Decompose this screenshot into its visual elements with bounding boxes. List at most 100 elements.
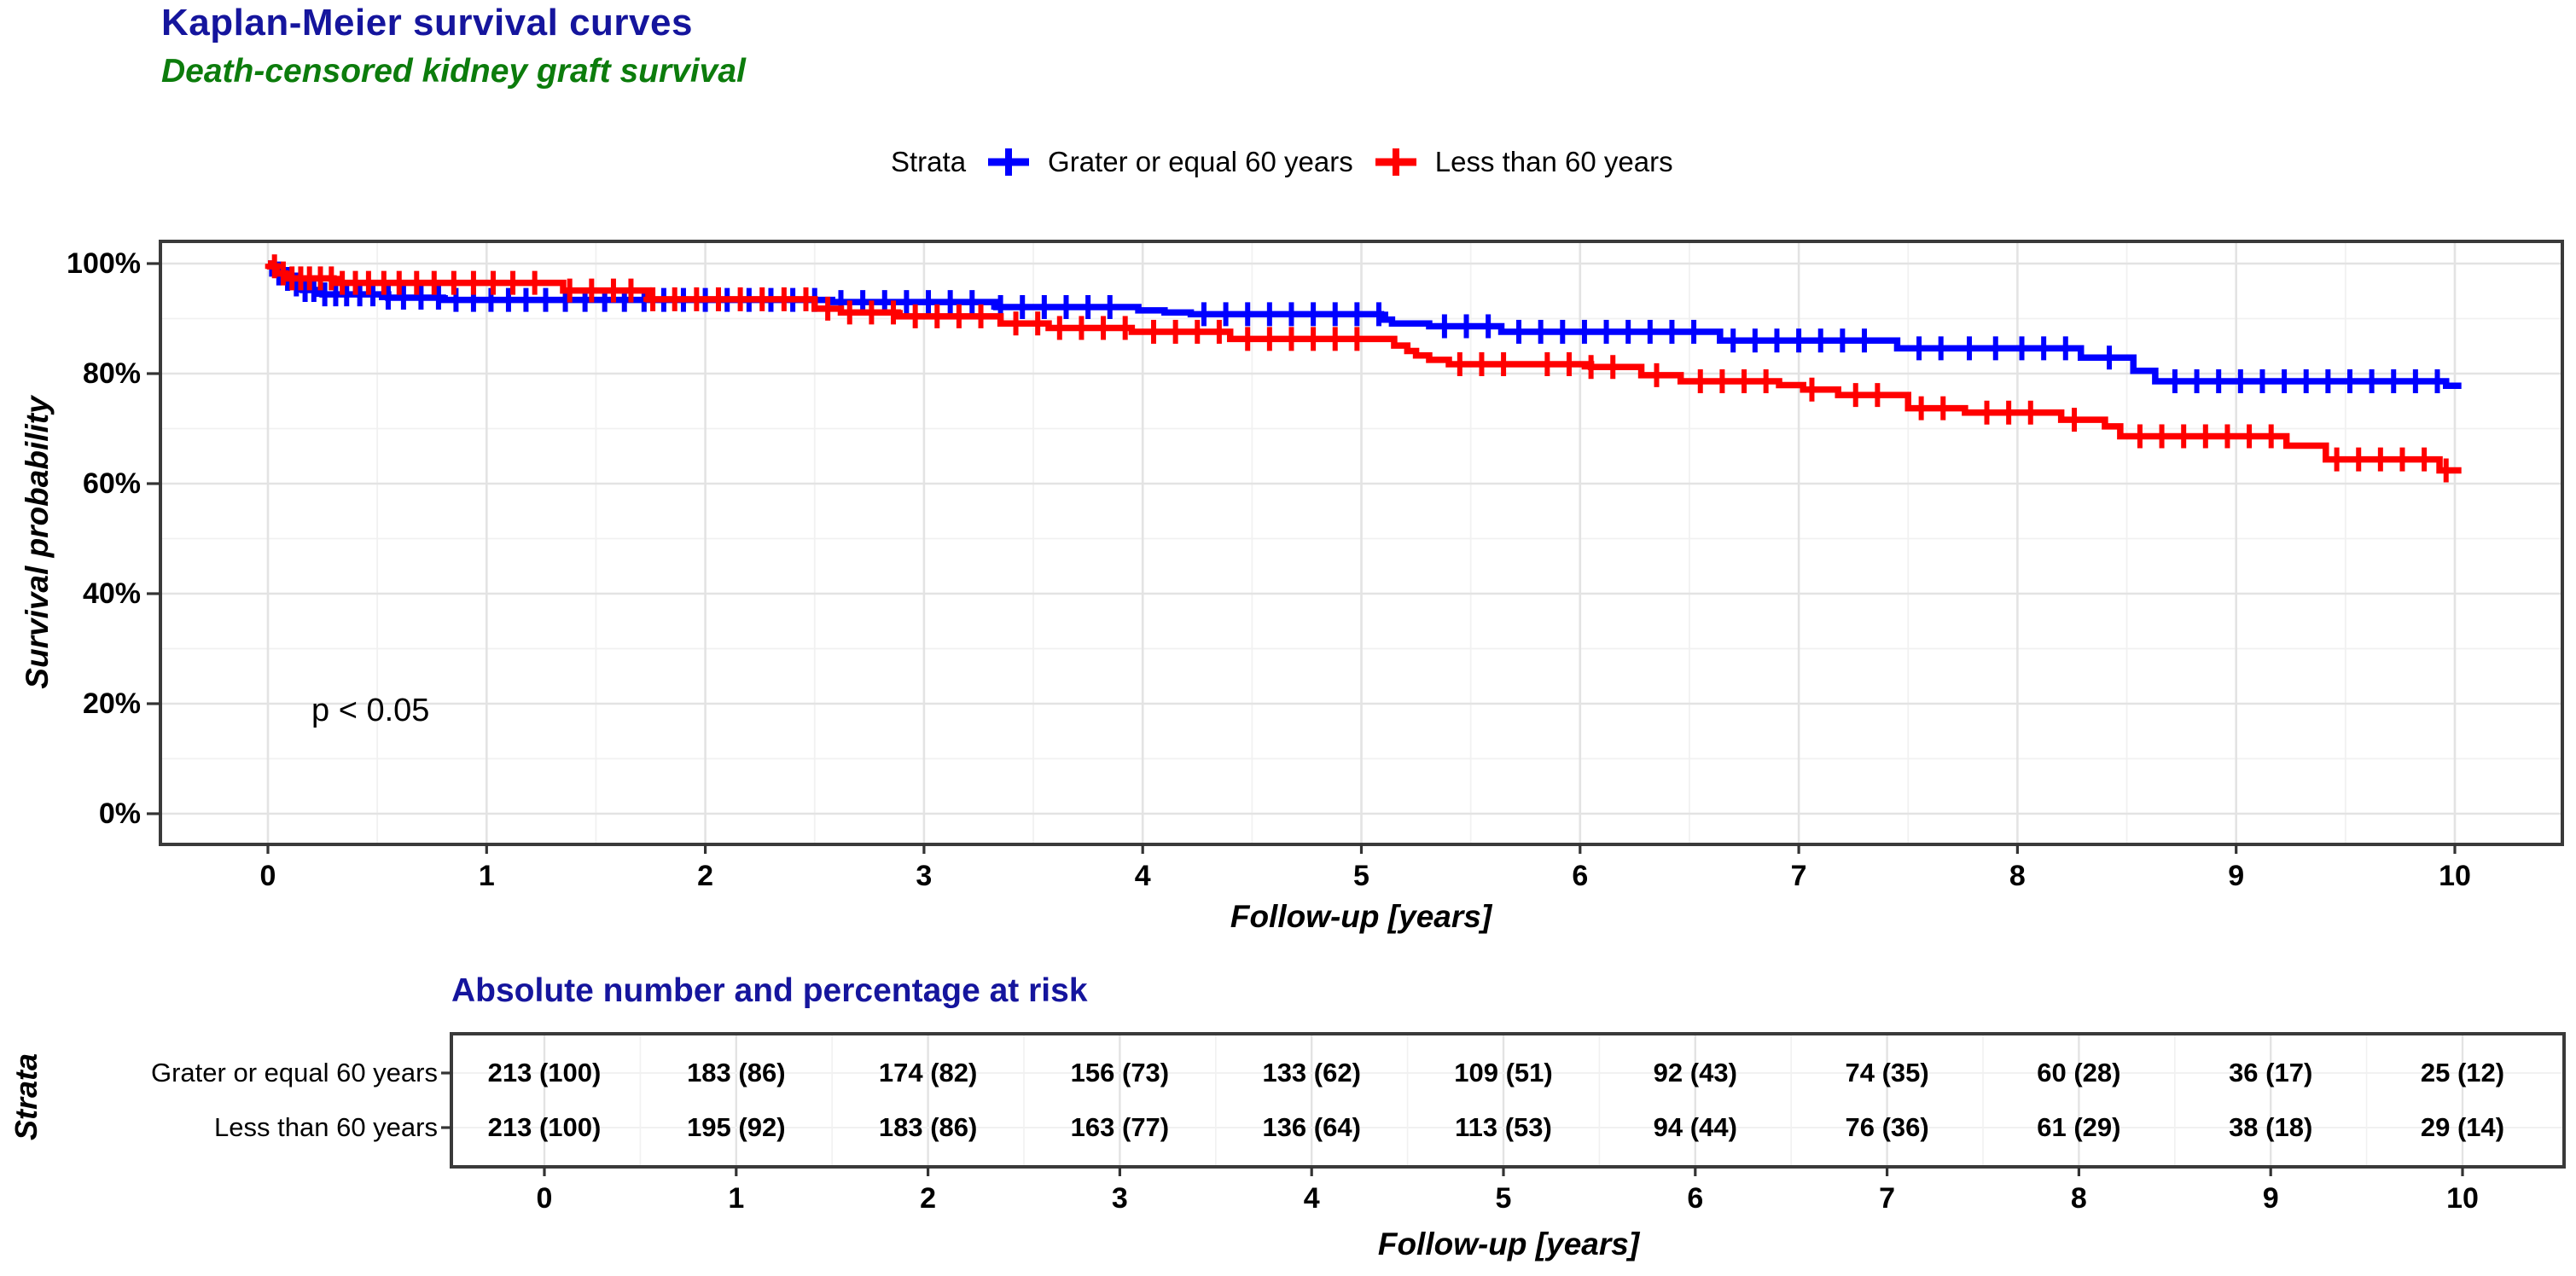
censor-plus-icon xyxy=(424,270,444,295)
x-tick-label-1: 1 xyxy=(478,860,495,892)
risk-row-label-lt60: Less than 60 years xyxy=(214,1112,438,1142)
censor-plus-icon xyxy=(1325,327,1345,351)
risk-x-tick-label-0: 0 xyxy=(536,1182,553,1215)
censor-plus-icon xyxy=(1238,302,1258,327)
censor-plus-icon xyxy=(2034,336,2054,361)
risk-x-tick-label-3: 3 xyxy=(1111,1182,1128,1215)
censor-plus-icon xyxy=(2275,369,2294,394)
censor-plus-icon xyxy=(2436,458,2456,483)
censor-plus-icon xyxy=(1509,319,1529,344)
risk-value-r0-t9: 36 (17) xyxy=(2229,1058,2313,1088)
censor-plus-icon xyxy=(2327,447,2346,472)
censor-plus-icon xyxy=(560,278,579,303)
censor-plus-icon xyxy=(962,290,982,315)
censor-plus-icon xyxy=(1767,328,1787,353)
censor-plus-icon xyxy=(428,285,448,310)
censor-plus-icon xyxy=(1833,328,1852,353)
risk-table-strata-label: Strata xyxy=(9,1053,44,1141)
censor-plus-icon xyxy=(1999,400,2019,425)
y-tick-label-80: 80% xyxy=(82,357,141,390)
x-tick-label-5: 5 xyxy=(1353,860,1369,892)
censor-plus-icon xyxy=(1472,352,1492,377)
censor-plus-icon xyxy=(1596,319,1616,344)
censor-plus-icon xyxy=(1034,294,1054,319)
censor-plus-icon xyxy=(2021,400,2040,425)
legend-title: Strata xyxy=(891,146,967,177)
censor-plus-icon xyxy=(1347,302,1367,327)
censor-plus-icon xyxy=(603,278,623,303)
censor-plus-icon xyxy=(2209,369,2229,394)
x-tick-label-4: 4 xyxy=(1134,860,1151,892)
censor-plus-icon xyxy=(2370,447,2390,472)
censor-plus-icon xyxy=(1724,328,1743,353)
censor-plus-icon xyxy=(2230,369,2250,394)
censor-plus-icon xyxy=(1194,302,1213,327)
censor-plus-icon xyxy=(2349,447,2369,472)
censor-plus-icon xyxy=(1531,319,1550,344)
risk-value-r1-t10: 29 (14) xyxy=(2420,1112,2505,1142)
censor-plus-icon xyxy=(1115,316,1135,340)
risk-value-r0-t4: 133 (62) xyxy=(1262,1058,1361,1088)
censor-plus-icon xyxy=(2187,369,2207,394)
x-tick-label-3: 3 xyxy=(916,860,933,892)
y-tick-label-20: 20% xyxy=(82,687,141,720)
censor-plus-icon xyxy=(1494,352,1514,377)
censor-plus-icon xyxy=(708,287,728,311)
risk-value-r1-t1: 195 (92) xyxy=(687,1112,786,1142)
censor-plus-icon xyxy=(1188,319,1207,344)
risk-x-tick-label-6: 6 xyxy=(1687,1182,1704,1215)
censor-plus-icon xyxy=(389,270,409,295)
x-tick-label-7: 7 xyxy=(1790,860,1807,892)
risk-value-r1-t2: 183 (86) xyxy=(878,1112,978,1142)
page-subtitle: Death-censored kidney graft survival xyxy=(161,53,746,90)
risk-value-r1-t7: 76 (36) xyxy=(1845,1112,1929,1142)
censor-plus-icon xyxy=(1559,352,1579,377)
legend-item-ge60: Grater or equal 60 years xyxy=(986,143,1353,181)
censor-plus-icon xyxy=(2405,369,2425,394)
page-title: Kaplan-Meier survival curves xyxy=(161,2,693,44)
censor-plus-icon xyxy=(2056,336,2075,361)
censor-plus-icon xyxy=(2318,369,2338,394)
censor-plus-icon xyxy=(2428,369,2447,394)
censor-plus-icon xyxy=(2195,424,2215,449)
risk-panel-border xyxy=(450,1032,2566,1169)
censor-plus-icon xyxy=(1094,316,1114,340)
censor-plus-icon xyxy=(407,270,427,295)
censor-plus-icon xyxy=(1072,316,1091,340)
censor-plus-icon xyxy=(2130,424,2149,449)
censor-plus-icon xyxy=(1933,396,1953,420)
legend-item-label: Less than 60 years xyxy=(1434,146,1673,177)
censor-plus-icon xyxy=(1369,302,1388,327)
survival-curve-ge60 xyxy=(268,260,2462,389)
censor-plus-icon xyxy=(1581,355,1601,380)
censor-plus-icon xyxy=(1735,369,1754,394)
censor-plus-icon xyxy=(665,287,684,311)
censor-plus-icon xyxy=(1986,336,2005,361)
censor-plus-icon xyxy=(1538,352,1557,377)
censor-plus-icon xyxy=(1006,311,1026,336)
censor-plus-icon xyxy=(322,266,341,291)
legend: Strata Grater or equal 60 years Less tha… xyxy=(891,143,1673,181)
censor-plus-icon xyxy=(919,290,939,315)
censor-plus-icon xyxy=(2261,424,2281,449)
censor-plus-icon xyxy=(1712,369,1732,394)
censor-plus-icon xyxy=(1450,352,1469,377)
censor-plus-icon xyxy=(1854,328,1874,353)
censor-plus-icon xyxy=(1619,319,1638,344)
censor-plus-icon xyxy=(643,287,663,311)
risk-value-r1-t8: 61 (29) xyxy=(2037,1112,2121,1142)
censor-plus-icon xyxy=(905,304,925,328)
censor-plus-icon xyxy=(1811,328,1830,353)
plus-marker-blue xyxy=(988,148,1030,176)
censor-plus-icon xyxy=(411,285,431,310)
legend-item-label: Grater or equal 60 years xyxy=(1048,146,1353,177)
censor-plus-icon xyxy=(1347,327,1367,351)
censor-plus-icon xyxy=(1960,336,1980,361)
censor-plus-icon xyxy=(1802,377,1822,402)
censor-plus-icon xyxy=(1574,319,1594,344)
km-step-line xyxy=(268,260,2462,389)
censor-marks-lt60 xyxy=(265,254,2456,483)
censor-plus-icon xyxy=(621,278,641,303)
censor-plus-icon xyxy=(1789,328,1809,353)
